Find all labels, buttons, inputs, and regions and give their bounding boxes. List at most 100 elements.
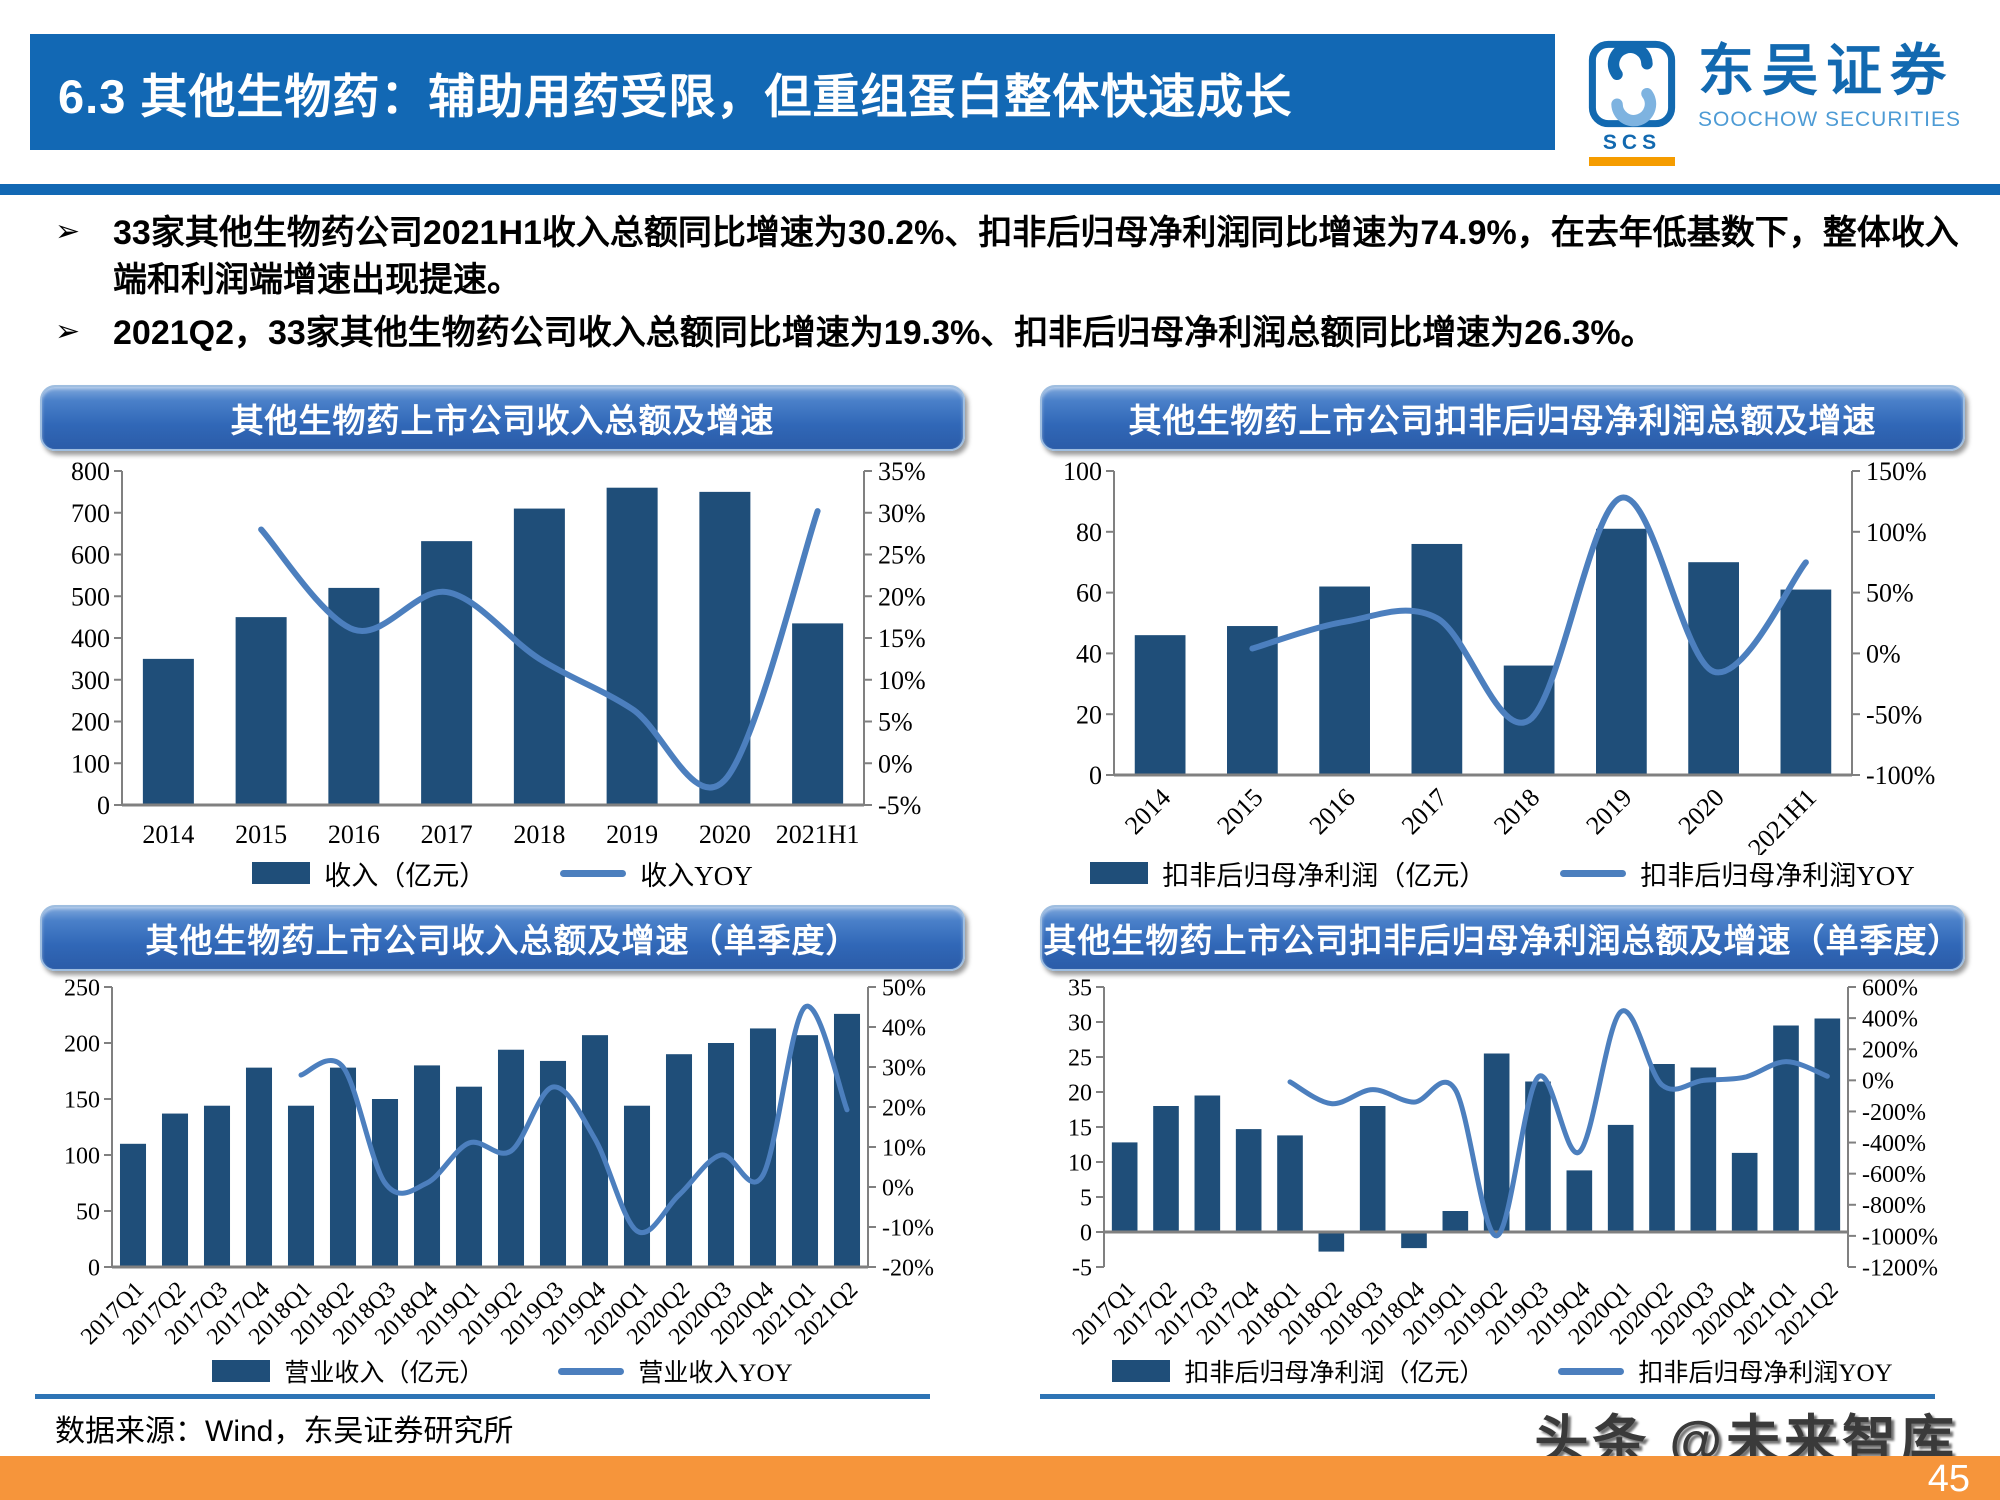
profit-annual-plot: 0 20 40 60 80 100 -100% -50% 0% 50% 100% 150% 2014 20… bbox=[1063, 457, 1935, 855]
svg-text:50%: 50% bbox=[1866, 579, 1914, 608]
svg-text:300: 300 bbox=[71, 666, 110, 695]
line-series-label: 扣非后归母净利润YOY bbox=[1638, 1360, 1893, 1387]
footer-separator-left bbox=[35, 1394, 930, 1399]
svg-text:2017: 2017 bbox=[421, 820, 473, 849]
svg-text:0: 0 bbox=[88, 1255, 100, 1281]
svg-text:40: 40 bbox=[1076, 640, 1102, 669]
chart-profit-annual: 其他生物药上市公司扣非后归母净利润总额及增速 0 20 40 60 80 100 -100%… bbox=[1040, 385, 1965, 891]
svg-text:200: 200 bbox=[64, 1031, 100, 1057]
svg-text:-20%: -20% bbox=[882, 1255, 934, 1281]
svg-text:20: 20 bbox=[1068, 1080, 1092, 1106]
svg-text:2015: 2015 bbox=[235, 820, 287, 849]
svg-text:5%: 5% bbox=[878, 708, 913, 737]
soochow-securities-logo: SCS 东吴证券 SOOCHOW SECURITIES bbox=[1578, 40, 1990, 166]
svg-text:-1000%: -1000% bbox=[1862, 1224, 1938, 1250]
svg-text:100: 100 bbox=[71, 749, 110, 778]
chart-legend: 扣非后归母净利润（亿元） 扣非后归母净利润YOY bbox=[1040, 1355, 1965, 1387]
chart-title-banner: 其他生物药上市公司扣非后归母净利润总额及增速（单季度） bbox=[1040, 905, 1965, 971]
svg-text:600%: 600% bbox=[1862, 977, 1918, 1001]
chart-title: 其他生物药上市公司收入总额及增速 bbox=[230, 402, 775, 439]
page-title: 6.3 其他生物药：辅助用药受限，但重组蛋白整体快速成长 bbox=[58, 69, 1293, 123]
bar-series-label: 扣非后归母净利润（亿元） bbox=[1184, 1360, 1485, 1387]
svg-text:10%: 10% bbox=[882, 1135, 926, 1161]
svg-text:2020: 2020 bbox=[699, 820, 751, 849]
line-series-swatch bbox=[1558, 1367, 1625, 1375]
footer-separator-right bbox=[1040, 1394, 1935, 1399]
svg-text:25: 25 bbox=[1068, 1045, 1092, 1071]
svg-text:-10%: -10% bbox=[882, 1215, 934, 1241]
svg-text:2019: 2019 bbox=[606, 820, 658, 849]
svg-text:35: 35 bbox=[1068, 977, 1092, 1001]
svg-text:-5: -5 bbox=[1072, 1255, 1092, 1281]
chart-title-banner: 其他生物药上市公司收入总额及增速 bbox=[40, 385, 965, 451]
svg-text:30%: 30% bbox=[882, 1055, 926, 1081]
svg-text:0%: 0% bbox=[1862, 1069, 1894, 1095]
svg-text:30%: 30% bbox=[878, 499, 926, 528]
svg-text:2019: 2019 bbox=[1580, 783, 1637, 840]
chart-revenue-quarterly: 其他生物药上市公司收入总额及增速（单季度） 0 50 100 150 200 250 -20… bbox=[40, 905, 965, 1387]
header-separator-rule bbox=[0, 184, 2000, 195]
bar-series-label: 收入（亿元） bbox=[324, 860, 487, 891]
bar-series-swatch bbox=[252, 862, 311, 884]
svg-text:40%: 40% bbox=[882, 1015, 926, 1041]
logo-name-cn: 东吴证券 bbox=[1698, 39, 1954, 102]
svg-text:2018: 2018 bbox=[513, 820, 565, 849]
bar-series-label: 扣非后归母净利润（亿元） bbox=[1162, 860, 1487, 891]
bar-series-swatch bbox=[212, 1360, 271, 1382]
svg-text:2016: 2016 bbox=[328, 820, 380, 849]
chart-revenue-annual: 其他生物药上市公司收入总额及增速 0 100 200 300 400 500 600 700 8… bbox=[40, 385, 965, 891]
bullet-text: 33家其他生物药公司2021H1收入总额同比增速为30.2%、扣非后归母净利润同… bbox=[113, 214, 1959, 299]
logo-text-column: 东吴证券 SOOCHOW SECURITIES bbox=[1698, 40, 1961, 132]
svg-text:700: 700 bbox=[71, 499, 110, 528]
chart-legend: 收入（亿元） 收入YOY bbox=[40, 855, 965, 891]
svg-text:2014: 2014 bbox=[142, 820, 194, 849]
svg-text:0%: 0% bbox=[878, 749, 913, 778]
bullet-item: ➢ 33家其他生物药公司2021H1收入总额同比增速为30.2%、扣非后归母净利… bbox=[55, 210, 1965, 304]
svg-text:80: 80 bbox=[1076, 518, 1102, 547]
profit-quarterly-plot: -5 0 5 10 15 20 25 30 35 -1200% -1000% -800% -600% -4… bbox=[1068, 977, 1938, 1350]
svg-text:25%: 25% bbox=[878, 541, 926, 570]
line-series-label: 收入YOY bbox=[640, 860, 753, 891]
svg-text:150: 150 bbox=[64, 1087, 100, 1113]
svg-text:-800%: -800% bbox=[1862, 1193, 1926, 1219]
svg-text:0: 0 bbox=[97, 791, 110, 820]
svg-text:50: 50 bbox=[76, 1199, 100, 1225]
svg-text:50%: 50% bbox=[882, 977, 926, 1001]
svg-text:200: 200 bbox=[71, 708, 110, 737]
svg-text:20%: 20% bbox=[882, 1095, 926, 1121]
svg-text:30: 30 bbox=[1068, 1010, 1092, 1036]
bottom-orange-bar bbox=[0, 1456, 2000, 1500]
svg-text:2017: 2017 bbox=[1396, 783, 1453, 840]
svg-text:500: 500 bbox=[71, 582, 110, 611]
bullet-item: ➢ 2021Q2，33家其他生物药公司收入总额同比增速为19.3%、扣非后归母净… bbox=[55, 310, 1965, 357]
line-series-label: 营业收入YOY bbox=[638, 1360, 793, 1387]
line-series-label: 扣非后归母净利润YOY bbox=[1640, 860, 1915, 891]
svg-text:-200%: -200% bbox=[1862, 1100, 1926, 1126]
revenue-annual-plot: 0 100 200 300 400 500 600 700 800 -5% 0% 5% 10% 15% 20… bbox=[71, 457, 926, 849]
chart-title: 其他生物药上市公司收入总额及增速（单季度） bbox=[145, 922, 860, 959]
svg-text:10%: 10% bbox=[878, 666, 926, 695]
svg-text:-100%: -100% bbox=[1866, 761, 1935, 790]
svg-text:2016: 2016 bbox=[1304, 783, 1361, 840]
line-series-swatch bbox=[558, 1367, 625, 1375]
svg-text:0: 0 bbox=[1080, 1220, 1092, 1246]
bar-series-swatch bbox=[1112, 1360, 1171, 1382]
svg-text:-1200%: -1200% bbox=[1862, 1255, 1938, 1281]
chart-title: 其他生物药上市公司扣非后归母净利润总额及增速 bbox=[1128, 402, 1877, 439]
logo-name-en: SOOCHOW SECURITIES bbox=[1698, 108, 1962, 131]
chart-title-banner: 其他生物药上市公司扣非后归母净利润总额及增速 bbox=[1040, 385, 1965, 451]
line-series-swatch bbox=[560, 869, 627, 877]
svg-text:0%: 0% bbox=[1866, 640, 1901, 669]
bar-series-swatch bbox=[1090, 862, 1149, 884]
header-bar: 6.3 其他生物药：辅助用药受限，但重组蛋白整体快速成长 bbox=[30, 34, 1555, 150]
soochow-swirl-icon bbox=[1588, 40, 1676, 133]
svg-text:20%: 20% bbox=[878, 582, 926, 611]
svg-text:100%: 100% bbox=[1866, 518, 1927, 547]
bullet-list: ➢ 33家其他生物药公司2021H1收入总额同比增速为30.2%、扣非后归母净利… bbox=[55, 210, 1965, 363]
bullet-text: 2021Q2，33家其他生物药公司收入总额同比增速为19.3%、扣非后归母净利润… bbox=[113, 313, 1655, 352]
svg-text:-5%: -5% bbox=[878, 791, 921, 820]
svg-text:2014: 2014 bbox=[1119, 783, 1176, 840]
page-number: 45 bbox=[1927, 1458, 1970, 1500]
svg-text:800: 800 bbox=[71, 457, 110, 486]
